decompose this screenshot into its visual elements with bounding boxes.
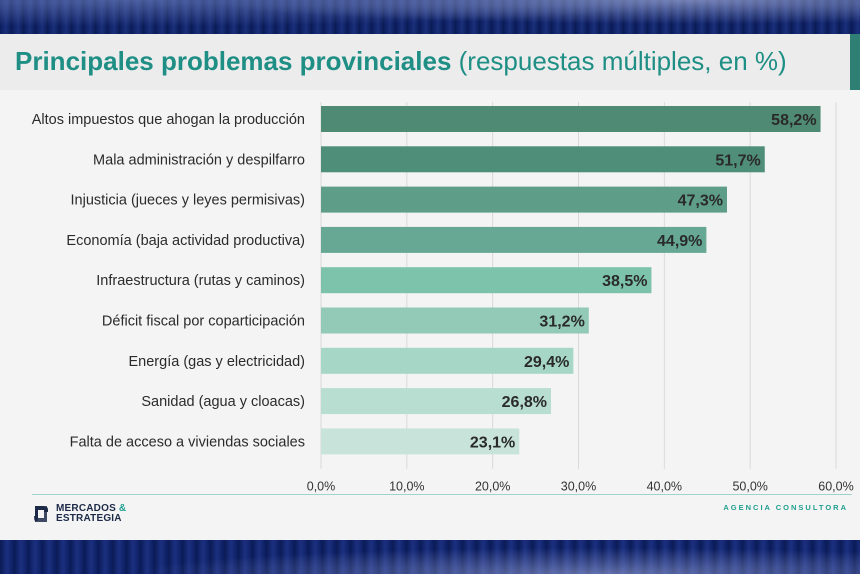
title-main: Principales problemas provinciales [15,46,452,76]
page-title: Principales problemas provinciales (resp… [15,46,787,77]
data-label: 58,2% [771,112,816,129]
agency-label: AGENCIA CONSULTORA [723,503,848,512]
logo: MERCADOS & ESTRATEGIA [32,504,126,524]
bar-chart: Altos impuestos que ahogan la producción… [32,102,854,494]
category-label: Infraestructura (rutas y caminos) [96,273,305,289]
category-label: Altos impuestos que ahogan la producción [32,112,305,128]
category-label: Falta de acceso a viviendas sociales [70,434,305,450]
category-label: Mala administración y despilfarro [93,152,305,168]
x-tick-label: 60,0% [818,480,853,494]
bar [321,226,707,253]
category-label: Déficit fiscal por coparticipación [102,314,305,330]
accent-bar [850,34,860,90]
bar [321,307,589,334]
data-label: 29,4% [524,354,569,371]
data-label: 26,8% [502,394,547,411]
title-band: Principales problemas provinciales (resp… [0,34,850,91]
bar [321,347,574,374]
x-tick-label: 50,0% [732,480,767,494]
category-label: Sanidad (agua y cloacas) [141,394,305,410]
data-label: 31,2% [539,314,584,331]
data-label: 38,5% [602,273,647,290]
bar [321,106,821,132]
data-label: 51,7% [715,152,760,169]
category-label: Energía (gas y electricidad) [129,354,306,370]
bar [321,388,552,415]
x-tick-label: 20,0% [475,480,510,494]
category-label: Economía (baja actividad productiva) [66,233,305,249]
bar [321,146,765,173]
background-top [0,0,860,34]
x-tick-label: 0,0% [307,480,336,494]
bar [321,428,520,455]
logo-amp: & [118,503,127,514]
x-tick-label: 30,0% [561,480,596,494]
chart-area: Altos impuestos que ahogan la producción… [0,90,860,540]
data-label: 47,3% [678,193,723,210]
background-bottom [0,540,860,574]
logo-line1: MERCADOS [56,503,116,514]
bar [321,186,727,213]
data-label: 23,1% [470,434,515,451]
logo-mark-icon [34,506,48,522]
logo-line2: ESTRATEGIA [56,513,122,524]
title-subtitle: (respuestas múltiples, en %) [458,46,787,76]
logo-text: MERCADOS & ESTRATEGIA [56,504,126,524]
bar [321,267,652,294]
x-tick-label: 10,0% [389,480,424,494]
category-label: Injusticia (jueces y leyes permisivas) [71,193,306,209]
x-tick-label: 40,0% [647,480,682,494]
slide: Principales problemas provinciales (resp… [0,34,860,540]
footer-divider [32,494,852,495]
data-label: 44,9% [657,233,702,250]
